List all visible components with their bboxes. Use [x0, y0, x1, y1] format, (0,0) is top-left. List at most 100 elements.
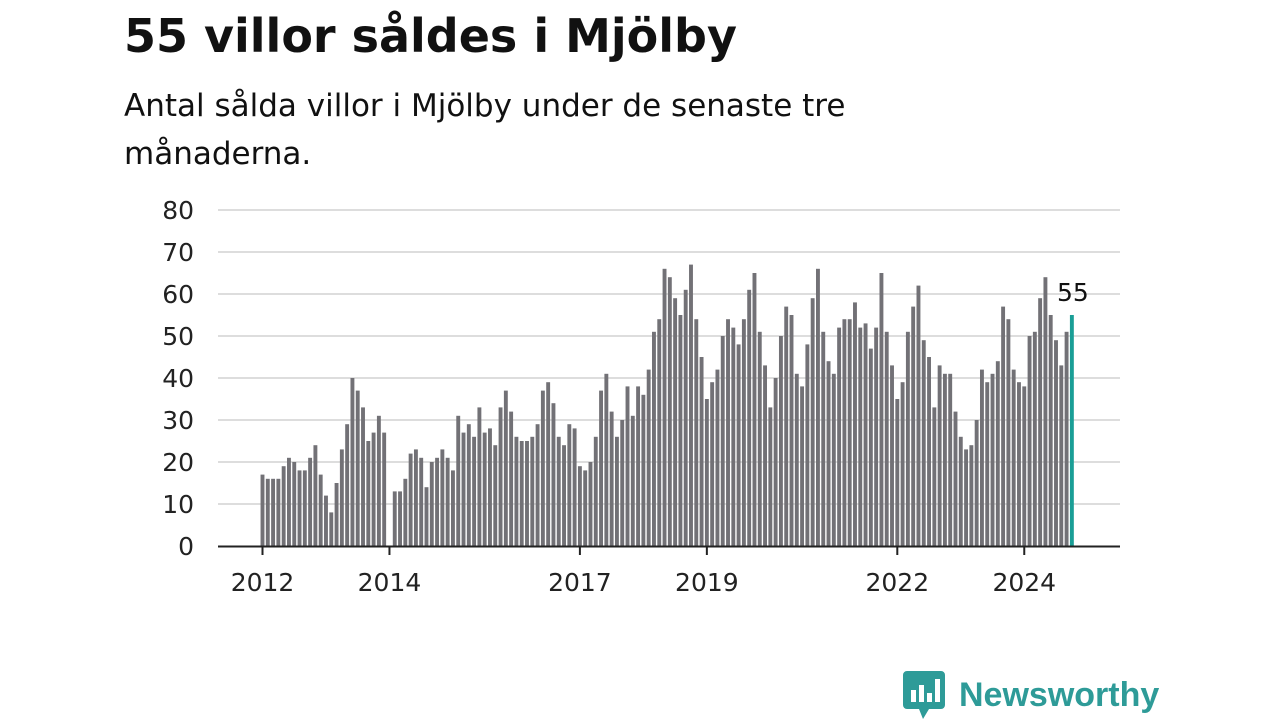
page-title: 55 villor såldes i Mjölby	[124, 9, 737, 63]
bar	[424, 487, 429, 546]
bar	[715, 369, 720, 546]
bar	[514, 436, 519, 546]
bar	[911, 306, 916, 546]
bar	[868, 348, 873, 546]
bar	[445, 457, 450, 546]
bar	[1043, 277, 1048, 546]
bar	[657, 319, 662, 546]
bar	[985, 382, 990, 546]
bar	[1022, 386, 1027, 546]
bar	[599, 390, 604, 546]
bar	[1038, 298, 1043, 546]
bar	[308, 457, 313, 546]
bar	[726, 319, 730, 546]
bar	[958, 436, 963, 546]
bar	[493, 445, 498, 546]
bar	[662, 268, 667, 546]
bar	[477, 407, 482, 546]
bar	[736, 344, 741, 546]
bar	[620, 420, 625, 546]
y-tick-label: 30	[162, 406, 194, 435]
bar	[1048, 315, 1053, 546]
bar	[784, 306, 789, 546]
bar	[313, 445, 318, 546]
y-tick-label: 40	[162, 364, 194, 393]
bar	[1064, 331, 1069, 546]
bar	[355, 390, 360, 546]
bar	[863, 323, 868, 546]
bar	[948, 373, 953, 546]
bar	[699, 357, 704, 546]
bar	[577, 466, 582, 546]
bar	[826, 361, 831, 546]
bar	[562, 445, 566, 546]
bar	[604, 373, 609, 546]
bar	[271, 478, 276, 546]
bar	[292, 462, 297, 546]
bar	[890, 365, 894, 546]
bar	[456, 415, 461, 546]
bar	[995, 361, 1000, 546]
bar	[1027, 336, 1032, 546]
bar	[763, 365, 767, 546]
bar	[646, 369, 651, 546]
bar	[805, 344, 810, 546]
bar	[953, 411, 958, 546]
bar	[747, 289, 752, 546]
bar	[488, 428, 492, 546]
bar	[678, 315, 683, 546]
bar	[419, 457, 424, 546]
bar	[816, 268, 820, 546]
bar	[482, 432, 487, 546]
y-tick-label: 80	[162, 196, 194, 225]
bar	[916, 285, 921, 546]
bar	[858, 327, 863, 546]
bar	[503, 390, 508, 546]
bar	[974, 420, 979, 546]
bar	[324, 495, 328, 546]
bar	[789, 315, 794, 546]
newsworthy-logo-icon	[903, 671, 945, 719]
y-axis-labels: 0 10 20 30 40 50 60 70 80	[162, 196, 194, 561]
bar	[318, 474, 323, 546]
bar	[540, 390, 545, 546]
bar	[879, 273, 884, 546]
bar	[794, 373, 799, 546]
bar	[546, 382, 551, 546]
bar	[588, 462, 593, 546]
page-subtitle: Antal sålda villor i Mjölby under de sen…	[124, 88, 846, 172]
bar	[874, 327, 879, 546]
bar	[969, 445, 974, 546]
bar	[366, 441, 371, 546]
bar	[757, 331, 762, 546]
bar	[276, 478, 281, 546]
bar	[905, 331, 910, 546]
bar	[403, 478, 408, 546]
bar	[450, 470, 455, 546]
bar	[667, 277, 672, 546]
y-tick-label: 10	[162, 490, 194, 519]
x-tick-label: 2022	[865, 568, 929, 597]
bar	[921, 340, 926, 546]
bar	[683, 289, 688, 546]
bar	[287, 457, 291, 546]
y-tick-label: 60	[162, 280, 194, 309]
bar	[884, 331, 889, 546]
x-axis: 2012 2014 2017 2019 2022 2024	[231, 546, 1056, 597]
bar	[895, 399, 900, 546]
bar-latest	[1069, 315, 1074, 546]
bar	[800, 386, 805, 546]
bar	[927, 357, 931, 546]
bar	[704, 399, 709, 546]
bar	[361, 407, 365, 546]
bar	[519, 441, 524, 546]
bar	[329, 512, 334, 546]
bar	[942, 373, 947, 546]
bar	[842, 319, 847, 546]
x-tick-label: 2014	[358, 568, 422, 597]
bar	[821, 331, 826, 546]
y-tick-label: 50	[162, 322, 194, 351]
bar	[614, 436, 619, 546]
bar	[302, 470, 307, 546]
